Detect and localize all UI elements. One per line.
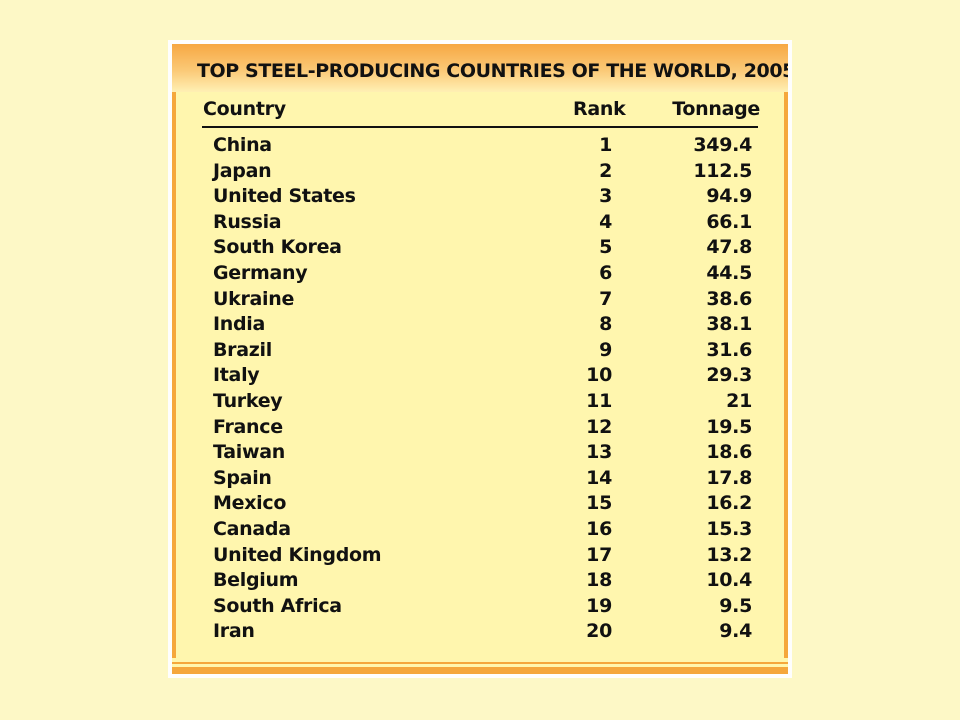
column-header-country: Country: [203, 98, 286, 120]
table-row: United States 3 94.9: [172, 185, 788, 211]
cell-country: Turkey: [213, 389, 283, 412]
header-divider: [202, 126, 758, 128]
cell-tonnage: 349.4: [693, 134, 752, 156]
table-row: Germany 6 44.5: [172, 262, 788, 288]
table-body: China 1 349.4 Japan 2 112.5 United States 3 94.9…: [172, 134, 788, 646]
cell-country: United States: [213, 185, 356, 208]
cell-tonnage: 21: [726, 389, 752, 412]
cell-country: Spain: [213, 466, 272, 489]
cell-rank: 17: [586, 543, 612, 566]
cell-country: South Africa: [213, 594, 342, 617]
cell-rank: 15: [586, 492, 612, 515]
cell-rank: 13: [586, 441, 612, 464]
table-row: Ukraine 7 38.6: [172, 288, 788, 314]
cell-tonnage: 16.2: [706, 492, 752, 515]
table-header-row: Country Rank Tonnage: [172, 98, 788, 126]
title-bar: TOP STEEL-PRODUCING COUNTRIES OF THE WOR…: [172, 44, 788, 92]
cell-country: Italy: [213, 364, 260, 387]
cell-tonnage: 15.3: [706, 517, 752, 540]
table-row: Japan 2 112.5: [172, 160, 788, 186]
table-row: Italy 10 29.3: [172, 364, 788, 390]
cell-rank: 7: [599, 287, 612, 310]
cell-tonnage: 9.5: [719, 594, 752, 617]
cell-country: Ukraine: [213, 287, 295, 310]
table-row: India 8 38.1: [172, 313, 788, 339]
cell-rank: 10: [586, 364, 612, 387]
table-row: Spain 14 17.8: [172, 467, 788, 493]
cell-country: Mexico: [213, 492, 287, 515]
cell-rank: 20: [586, 620, 612, 643]
cell-country: Russia: [213, 210, 282, 233]
cell-country: Japan: [213, 159, 272, 182]
column-header-rank: Rank: [573, 98, 626, 120]
left-border: [172, 92, 176, 658]
cell-rank: 9: [599, 338, 612, 361]
cell-country: France: [213, 415, 283, 438]
cell-tonnage: 18.6: [706, 441, 752, 464]
cell-tonnage: 44.5: [706, 261, 752, 284]
bottom-border: [172, 667, 788, 674]
table-row: China 1 349.4: [172, 134, 788, 160]
cell-tonnage: 31.6: [706, 338, 752, 361]
cell-rank: 18: [586, 569, 612, 592]
table-row: Brazil 9 31.6: [172, 339, 788, 365]
cell-rank: 2: [599, 159, 612, 182]
cell-rank: 6: [599, 261, 612, 284]
cell-country: Iran: [213, 620, 255, 643]
cell-country: China: [213, 134, 272, 156]
table-row: Iran 20 9.4: [172, 620, 788, 646]
cell-rank: 8: [599, 313, 612, 336]
table-row: South Korea 5 47.8: [172, 236, 788, 262]
cell-tonnage: 29.3: [706, 364, 752, 387]
cell-country: India: [213, 313, 266, 336]
cell-country: United Kingdom: [213, 543, 382, 566]
cell-tonnage: 9.4: [719, 620, 752, 643]
bottom-thin-border: [172, 662, 788, 664]
cell-rank: 16: [586, 517, 612, 540]
cell-country: Germany: [213, 261, 308, 284]
cell-tonnage: 94.9: [706, 185, 752, 208]
cell-tonnage: 10.4: [706, 569, 752, 592]
cell-tonnage: 38.1: [706, 313, 752, 336]
table-row: United Kingdom 17 13.2: [172, 544, 788, 570]
cell-rank: 12: [586, 415, 612, 438]
cell-country: Belgium: [213, 569, 299, 592]
steel-table-card: TOP STEEL-PRODUCING COUNTRIES OF THE WOR…: [168, 40, 792, 678]
cell-rank: 14: [586, 466, 612, 489]
cell-rank: 3: [599, 185, 612, 208]
cell-rank: 19: [586, 594, 612, 617]
cell-tonnage: 17.8: [706, 466, 752, 489]
table-title: TOP STEEL-PRODUCING COUNTRIES OF THE WOR…: [197, 60, 788, 82]
cell-tonnage: 38.6: [706, 287, 752, 310]
right-border: [784, 92, 788, 658]
table-row: Belgium 18 10.4: [172, 569, 788, 595]
cell-tonnage: 13.2: [706, 543, 752, 566]
cell-rank: 11: [586, 389, 612, 412]
table-row: Mexico 15 16.2: [172, 492, 788, 518]
cell-rank: 5: [599, 236, 612, 259]
cell-tonnage: 66.1: [706, 210, 752, 233]
cell-tonnage: 112.5: [693, 159, 752, 182]
table-row: Taiwan 13 18.6: [172, 441, 788, 467]
cell-country: Taiwan: [213, 441, 285, 464]
table-row: Turkey 11 21: [172, 390, 788, 416]
cell-country: South Korea: [213, 236, 342, 259]
cell-rank: 1: [599, 134, 612, 156]
table-row: France 12 19.5: [172, 416, 788, 442]
cell-tonnage: 19.5: [706, 415, 752, 438]
steel-table-panel: TOP STEEL-PRODUCING COUNTRIES OF THE WOR…: [172, 44, 788, 674]
cell-tonnage: 47.8: [706, 236, 752, 259]
cell-country: Canada: [213, 517, 291, 540]
column-header-tonnage: Tonnage: [672, 98, 760, 120]
cell-rank: 4: [599, 210, 612, 233]
cell-country: Brazil: [213, 338, 272, 361]
table-row: Russia 4 66.1: [172, 211, 788, 237]
table-row: Canada 16 15.3: [172, 518, 788, 544]
table-row: South Africa 19 9.5: [172, 595, 788, 621]
